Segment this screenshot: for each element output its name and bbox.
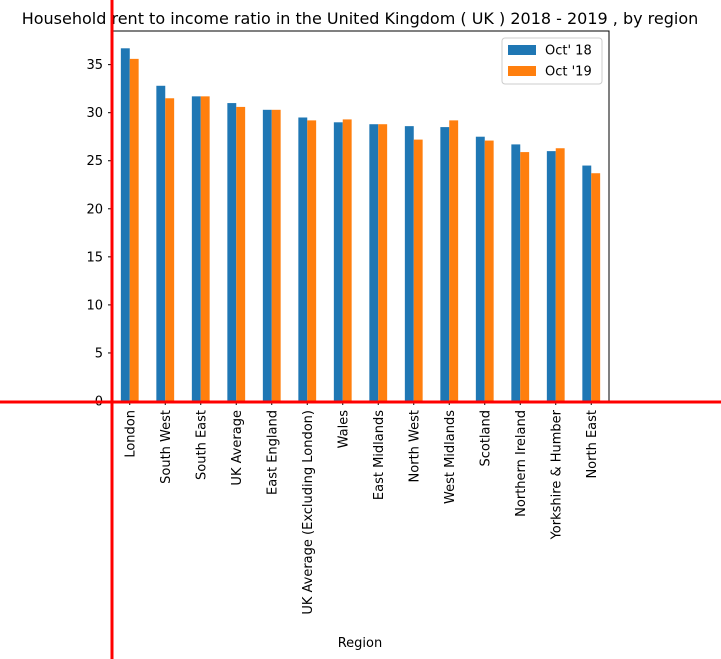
bar (511, 144, 521, 401)
bar (271, 109, 281, 401)
bar (475, 136, 485, 401)
bar (582, 165, 592, 401)
bar (484, 140, 494, 401)
x-tick-label: London (123, 410, 138, 458)
bar (413, 139, 423, 401)
x-tick-label: South East (194, 410, 209, 480)
y-tick-label: 30 (86, 106, 103, 121)
legend-label: Oct '19 (545, 65, 592, 80)
x-tick-label: South West (159, 410, 174, 484)
bar (369, 124, 379, 401)
bar (236, 106, 246, 402)
legend-swatch (508, 66, 536, 76)
x-axis-label: Region (338, 636, 383, 651)
y-tick-label: 15 (86, 250, 103, 265)
chart-title: Household rent to income ratio in the Un… (22, 9, 699, 28)
y-axis: 05101520253035 (86, 58, 112, 410)
x-tick-label: UK Average (Excluding London) (301, 410, 316, 615)
bar (591, 173, 601, 401)
x-tick-label: Scotland (478, 410, 493, 467)
bar (200, 96, 210, 401)
bar (546, 151, 556, 401)
bar (298, 117, 308, 402)
bar (555, 148, 565, 401)
x-axis: London South West South East UK Average East… (123, 401, 600, 615)
bar (307, 120, 317, 401)
bar (404, 126, 414, 401)
bar (520, 152, 530, 401)
x-tick-label: West Midlands (443, 410, 458, 504)
y-tick-label: 20 (86, 202, 103, 217)
bar (191, 96, 201, 401)
bar (129, 58, 139, 402)
bar (120, 48, 130, 402)
x-tick-label: Yorkshire & Humber (549, 409, 564, 540)
bar (165, 98, 175, 402)
x-tick-label: Wales (336, 410, 351, 449)
legend-label: Oct' 18 (545, 44, 592, 59)
x-tick-label: East England (265, 410, 280, 495)
y-tick-label: 35 (86, 58, 103, 73)
x-tick-label: UK Average (230, 410, 245, 486)
y-tick-label: 10 (86, 298, 103, 313)
x-tick-label: Northern Ireland (514, 410, 529, 517)
legend-swatch (508, 45, 536, 55)
bar (156, 85, 166, 401)
y-tick-label: 25 (86, 154, 103, 169)
plot-area (111, 30, 610, 402)
x-tick-label: North East (585, 410, 600, 479)
y-tick-label: 5 (95, 346, 103, 361)
legend: Oct' 18 Oct '19 (501, 37, 603, 85)
bar (227, 103, 237, 401)
bar (342, 119, 352, 402)
x-tick-label: East Midlands (372, 410, 387, 500)
bar (449, 120, 459, 401)
bar (262, 109, 272, 401)
bars (120, 48, 601, 402)
bar (378, 124, 388, 401)
bar (333, 122, 343, 402)
x-tick-label: North West (407, 410, 422, 482)
bar (440, 127, 450, 401)
